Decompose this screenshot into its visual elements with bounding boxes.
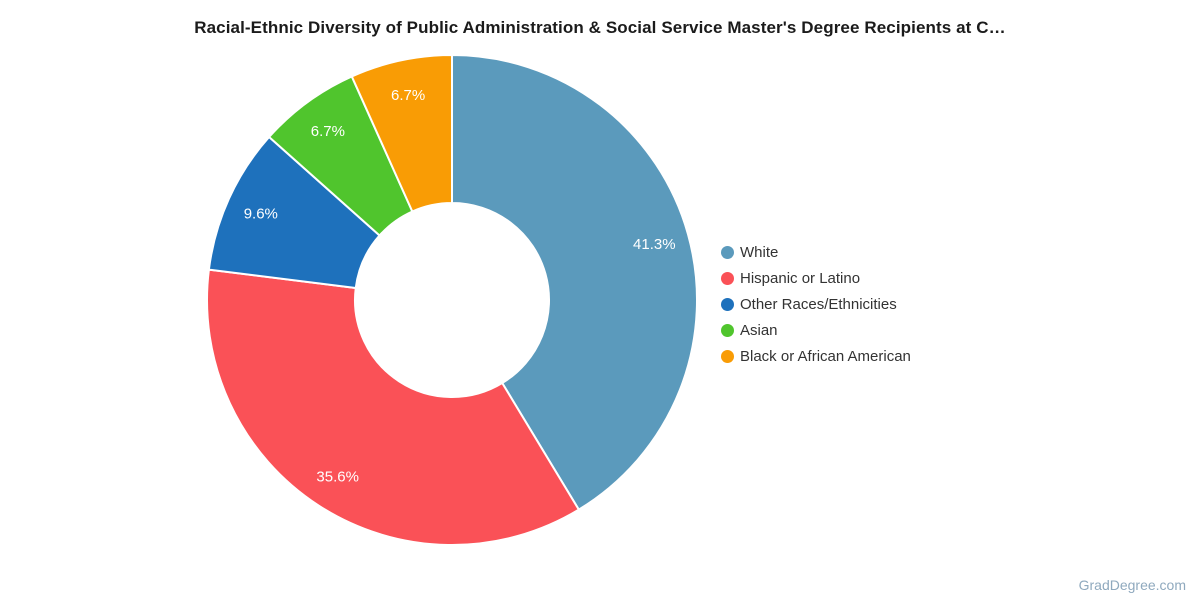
legend-marker-asian-icon <box>721 323 734 337</box>
legend: White Hispanic or Latino Other Races/Ethni… <box>721 240 911 369</box>
legend-item-hispanic-or-latino[interactable]: Hispanic or Latino <box>721 266 911 292</box>
slice-white[interactable] <box>451 54 698 511</box>
slice-label-other-races-ethnicities: 9.6% <box>244 205 278 222</box>
legend-label: Hispanic or Latino <box>740 270 861 288</box>
slice-label-hispanic-or-latino: 35.6% <box>316 468 359 485</box>
legend-marker-black-or-african-american-icon <box>721 349 734 363</box>
legend-label: Asian <box>740 321 778 339</box>
legend-label: Other Races/Ethnicities <box>740 295 897 313</box>
slice-label-asian: 6.7% <box>311 123 345 140</box>
legend-item-asian[interactable]: Asian <box>721 317 911 343</box>
legend-label: White <box>740 244 779 262</box>
legend-label: Black or African American <box>740 347 911 365</box>
legend-item-other-races-ethnicities[interactable]: Other Races/Ethnicities <box>721 292 911 318</box>
legend-item-white[interactable]: White <box>721 240 911 266</box>
slice-label-black-or-african-american: 6.7% <box>391 87 425 104</box>
legend-marker-white-icon <box>721 246 734 260</box>
slice-hispanic-or-latino[interactable] <box>206 268 580 546</box>
watermark-link[interactable]: GradDegree.com <box>1078 577 1186 593</box>
legend-marker-hispanic-or-latino-icon <box>721 272 734 286</box>
legend-item-black-or-african-american[interactable]: Black or African American <box>721 343 911 369</box>
slice-label-white: 41.3% <box>633 236 676 253</box>
slice-black-or-african-american[interactable] <box>350 54 453 213</box>
chart-title: Racial-Ethnic Diversity of Public Admini… <box>194 18 1006 37</box>
legend-marker-other-races-ethnicities-icon <box>721 297 734 311</box>
